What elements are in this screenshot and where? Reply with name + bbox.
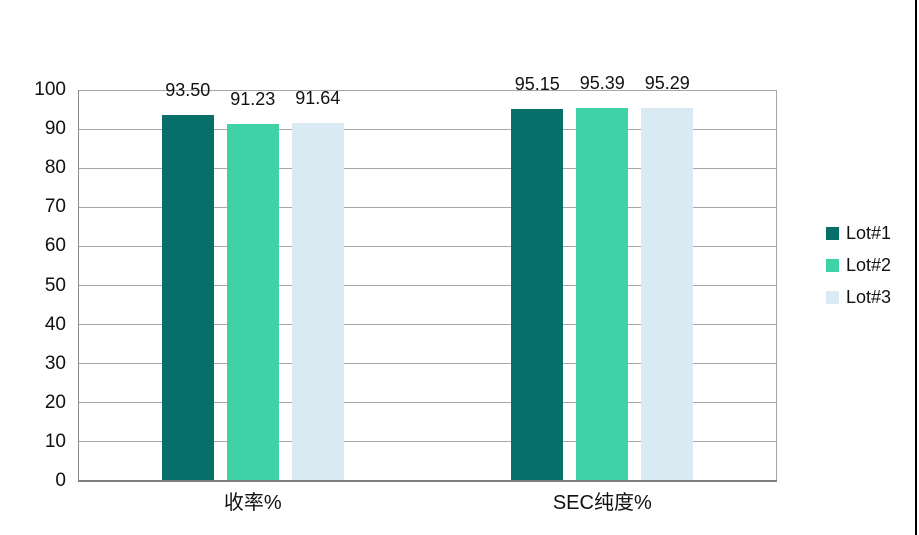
gridline <box>78 128 777 130</box>
gridline <box>78 206 777 208</box>
plot-right-border <box>776 90 777 481</box>
gridline <box>78 285 777 286</box>
y-tick-label: 70 <box>44 196 66 218</box>
bar <box>161 115 214 481</box>
category-label: SEC纯度% <box>552 492 652 514</box>
y-tick-label: 80 <box>44 157 66 179</box>
y-tick-label: 50 <box>44 274 66 296</box>
y-tick-label: 30 <box>44 352 66 374</box>
y-tick-label: 60 <box>44 235 66 257</box>
y-tick-label: 0 <box>55 470 66 491</box>
y-tick-label: 20 <box>44 391 66 413</box>
legend-swatch-icon <box>826 258 839 272</box>
value-label: 95.29 <box>644 73 690 94</box>
legend-item: Lot#2 <box>826 255 891 275</box>
gridline <box>78 363 777 365</box>
value-label: 93.50 <box>165 80 211 101</box>
legend-label: Lot#1 <box>846 223 892 243</box>
value-label: 91.64 <box>295 87 341 108</box>
bar <box>291 122 344 481</box>
x-axis-line <box>78 480 777 482</box>
window-edge-line <box>915 0 917 535</box>
y-tick-label: 100 <box>34 79 66 100</box>
gridline <box>78 89 777 91</box>
bar <box>641 108 694 481</box>
legend-item: Lot#1 <box>826 223 891 243</box>
gridline <box>78 245 777 247</box>
y-tick-label: 40 <box>44 313 66 335</box>
gridline <box>78 324 777 326</box>
y-tick-label: 90 <box>44 118 66 140</box>
gridline <box>78 402 777 404</box>
gridline <box>78 167 777 169</box>
legend-label: Lot#3 <box>846 287 892 307</box>
legend-item: Lot#3 <box>826 287 891 307</box>
bar <box>576 108 629 481</box>
category-label: 收率% <box>223 492 282 514</box>
value-label: 95.15 <box>514 74 560 94</box>
bar <box>511 109 564 481</box>
gridline <box>78 441 777 443</box>
value-label: 95.39 <box>579 73 625 93</box>
bar <box>226 124 279 481</box>
y-tick-label: 10 <box>44 430 66 452</box>
legend-label: Lot#2 <box>846 255 892 275</box>
legend-swatch-icon <box>826 290 839 304</box>
legend: Lot#1 Lot#2 Lot#3 <box>826 223 891 319</box>
value-label: 91.23 <box>230 89 276 110</box>
legend-swatch-icon <box>826 226 839 240</box>
y-axis-line <box>78 90 79 481</box>
